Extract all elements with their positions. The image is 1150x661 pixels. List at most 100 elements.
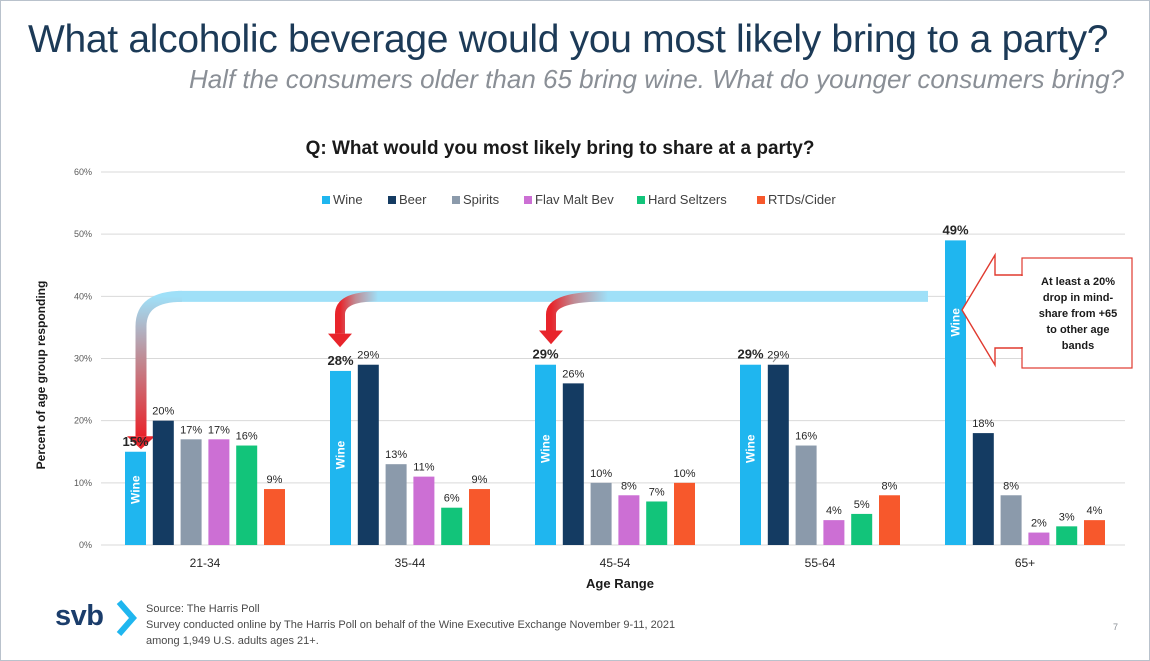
bar-beer [357, 364, 379, 545]
data-label: 6% [444, 493, 460, 505]
y-tick-label: 10% [74, 478, 92, 488]
data-label: 16% [795, 431, 817, 443]
sample-note: among 1,949 U.S. adults ages 21+. [146, 635, 319, 647]
bar-inner-label: Wine [334, 440, 348, 469]
legend-swatch [524, 196, 532, 204]
legend-swatch [322, 196, 330, 204]
data-label: 2% [1031, 518, 1047, 530]
data-label: 10% [673, 468, 695, 480]
x-tick-label: 45-54 [600, 556, 631, 570]
drop-arrow-21-34 [135, 290, 183, 437]
bar-rtds-cider [264, 489, 285, 545]
legend-swatch [757, 196, 765, 204]
callout-text-line: bands [1062, 340, 1094, 352]
bar-wine [535, 364, 556, 545]
svb-chevron-icon [116, 600, 137, 636]
data-label: 29% [737, 347, 763, 362]
bar-hard-seltzers [441, 507, 463, 545]
bar-spirits [180, 439, 202, 545]
bar-flav-malt-bev [208, 439, 230, 545]
bar-rtds-cider [674, 482, 695, 545]
bar-flav-malt-bev [1028, 532, 1050, 545]
callout-text-line: drop in mind- [1043, 292, 1114, 304]
bar-flav-malt-bev [823, 520, 845, 545]
chart-title: Q: What would you most likely bring to s… [306, 138, 815, 159]
data-label: 26% [562, 368, 584, 380]
data-label: 15% [122, 434, 148, 449]
data-label: 9% [472, 474, 488, 486]
data-label: 16% [236, 431, 258, 443]
data-label: 3% [1059, 511, 1075, 523]
data-label: 49% [942, 222, 968, 237]
legend-label-flav-malt-bev: Flav Malt Bev [535, 192, 614, 207]
data-label: 9% [267, 474, 283, 486]
data-label: 29% [532, 347, 558, 362]
data-label: 29% [357, 350, 379, 362]
y-tick-label: 30% [74, 354, 92, 364]
callout-text-line: At least a 20% [1041, 276, 1115, 288]
bar-beer [152, 420, 174, 545]
bar-inner-label: Wine [949, 308, 963, 337]
source-note: Source: The Harris Poll [146, 603, 260, 615]
bar-flav-malt-bev [413, 476, 435, 545]
y-tick-label: 40% [74, 291, 92, 301]
svb-logo: svb [55, 600, 104, 632]
bar-hard-seltzers [851, 513, 873, 545]
legend-swatch [637, 196, 645, 204]
y-tick-label: 50% [74, 229, 92, 239]
data-label: 4% [826, 505, 842, 517]
data-label: 7% [649, 486, 665, 498]
bar-hard-seltzers [236, 445, 258, 545]
legend-label-beer: Beer [399, 192, 427, 207]
bar-flav-malt-bev [618, 495, 640, 545]
bar-hard-seltzers [646, 501, 668, 545]
data-label: 18% [972, 418, 994, 430]
bar-spirits [385, 464, 407, 545]
data-label: 8% [882, 480, 898, 492]
y-tick-label: 60% [74, 167, 92, 177]
x-axis-label: Age Range [586, 576, 654, 591]
x-tick-label: 55-64 [805, 556, 836, 570]
data-label: 11% [413, 462, 434, 474]
bar-spirits [1000, 495, 1022, 545]
bar-beer [767, 364, 789, 545]
bar-hard-seltzers [1056, 526, 1078, 545]
data-label: 17% [208, 424, 230, 436]
data-label: 13% [385, 449, 407, 461]
data-label: 4% [1087, 505, 1103, 517]
label-leader-line [772, 355, 779, 363]
data-label: 17% [180, 424, 202, 436]
drop-arrowhead-35-44 [328, 333, 352, 348]
data-label: 8% [1003, 480, 1019, 492]
data-label: 20% [152, 406, 174, 418]
data-label: 10% [590, 468, 612, 480]
bar-rtds-cider [469, 489, 490, 545]
data-label: 29% [767, 350, 789, 362]
data-label: 8% [621, 480, 637, 492]
callout-box [1021, 257, 1133, 369]
legend-swatch [388, 196, 396, 204]
bar-rtds-cider [879, 495, 900, 545]
drop-arrowhead-45-54 [539, 330, 563, 345]
bar-inner-label: Wine [539, 434, 553, 463]
y-axis-label: Percent of age group responding [34, 281, 48, 470]
drop-arrowhead-21-34 [127, 436, 155, 450]
slide-subtitle: Half the consumers older than 65 bring w… [188, 64, 1124, 94]
bar-inner-label: Wine [129, 475, 143, 504]
x-tick-label: 35-44 [395, 556, 426, 570]
bar-wine [330, 370, 351, 545]
callout-text-line: to other age [1047, 324, 1110, 336]
data-label: 28% [327, 353, 353, 368]
legend-label-hard-seltzers: Hard Seltzers [648, 192, 727, 207]
y-tick-label: 20% [74, 416, 92, 426]
bar-rtds-cider [1084, 520, 1105, 545]
y-tick-label: 0% [79, 540, 92, 550]
bar-beer [562, 383, 584, 545]
x-tick-label: 21-34 [190, 556, 221, 570]
callout-joint [1020, 276, 1025, 347]
legend-swatch [452, 196, 460, 204]
bar-spirits [795, 445, 817, 545]
bar-wine [740, 364, 761, 545]
data-label: 5% [854, 499, 870, 511]
